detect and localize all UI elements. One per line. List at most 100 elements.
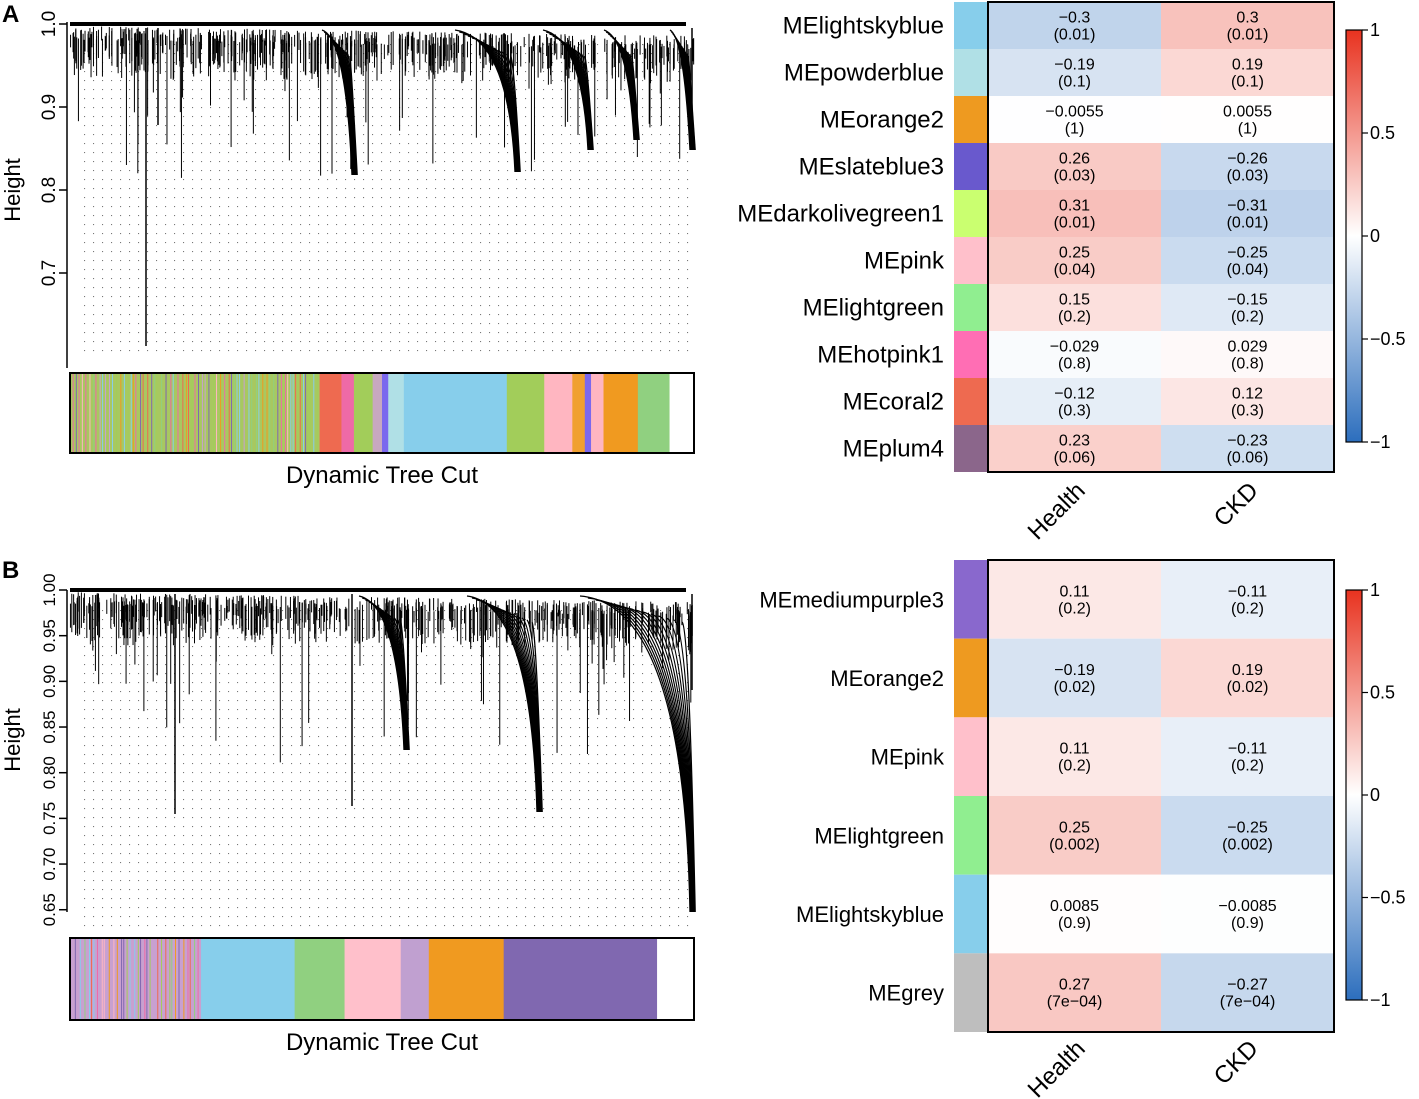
module-swatch	[954, 49, 987, 96]
heatmap-b: MEmediumpurple3 0.11(0.2)−0.11(0.2)MEoran…	[759, 559, 1406, 1099]
cell-value: 0.27	[1059, 977, 1090, 994]
color-bar-border	[69, 372, 695, 454]
heatmap-cell	[988, 874, 1161, 954]
cell-value: −0.27	[1227, 977, 1268, 994]
module-swatch	[954, 638, 987, 718]
panel-label-a: A	[2, 1, 19, 28]
module-color-segment	[372, 373, 383, 453]
cell-value: −0.31	[1227, 198, 1268, 215]
module-swatch	[954, 96, 987, 143]
cell-pvalue: (0.01)	[1227, 215, 1269, 232]
module-swatch	[954, 796, 987, 875]
cell-value: 0.3	[1236, 10, 1258, 27]
heatmap-cell	[1161, 796, 1334, 875]
y-tick-label: 0.65	[40, 893, 59, 926]
legend-tick-label: 0.5	[1370, 123, 1395, 143]
row-label: MEhotpink1	[817, 342, 944, 369]
row-label: MEorange2	[820, 107, 944, 134]
cell-pvalue: (0.002)	[1222, 836, 1273, 853]
cell-value: 0.029	[1227, 339, 1267, 356]
module-color-segment	[353, 373, 374, 453]
cell-value: 0.11	[1060, 583, 1090, 600]
cell-pvalue: (0.01)	[1054, 27, 1096, 44]
cell-pvalue: (0.002)	[1049, 836, 1100, 853]
color-bar-label: Dynamic Tree Cut	[286, 462, 478, 489]
heatmap-cell	[988, 331, 1161, 378]
cell-value: 0.26	[1059, 151, 1090, 168]
module-color-segment	[382, 373, 389, 453]
heatmap-cell	[1161, 237, 1334, 284]
y-tick-label: 0.90	[40, 665, 59, 698]
cell-value: −0.19	[1054, 662, 1095, 679]
y-tick-label: 0.8	[39, 177, 60, 203]
legend-tick-label: −1	[1370, 990, 1391, 1010]
module-swatch	[954, 560, 987, 639]
dotted-guides	[84, 44, 689, 352]
dendrogram-a: 0.7 0.8 0.9 1.0 Height Dynamic Tree Cut	[0, 11, 696, 489]
cell-value: −0.15	[1227, 292, 1268, 309]
legend-tick-label: 1	[1370, 580, 1380, 600]
cell-pvalue: (0.2)	[1058, 600, 1091, 617]
heatmap-border	[987, 1, 1335, 473]
module-color-segment	[400, 938, 430, 1020]
module-swatch	[954, 143, 987, 190]
row-label: MElightskyblue	[783, 13, 944, 40]
heatmap-cell	[988, 96, 1161, 143]
column-label: CKD	[1209, 1035, 1264, 1090]
cell-value: −0.25	[1227, 819, 1268, 836]
module-color-segment	[506, 373, 545, 453]
heatmap-cell	[1161, 284, 1334, 331]
cell-value: 0.25	[1059, 819, 1090, 836]
row-label: MEslateblue3	[799, 154, 944, 181]
module-swatch	[954, 378, 987, 425]
cell-pvalue: (0.04)	[1054, 262, 1096, 279]
y-tick-label: 0.85	[40, 710, 59, 743]
heatmap-cell	[1161, 560, 1334, 639]
heatmap-cell	[988, 2, 1161, 49]
module-swatch	[954, 331, 987, 378]
cell-pvalue: (0.3)	[1058, 403, 1091, 420]
legend-tick-label: 0.5	[1370, 683, 1395, 703]
y-tick-label: 0.95	[40, 619, 59, 652]
heatmap-cell	[988, 560, 1161, 639]
heatmap-cell	[988, 284, 1161, 331]
legend-tick-label: −0.5	[1370, 888, 1406, 908]
row-label: MElightskyblue	[796, 902, 944, 927]
module-swatch	[954, 190, 987, 237]
cell-value: −0.3	[1059, 10, 1091, 27]
cell-pvalue: (0.9)	[1231, 915, 1264, 932]
module-color-segment	[344, 938, 402, 1020]
row-label: MElightgreen	[814, 823, 944, 848]
heatmap-cell	[1161, 874, 1334, 954]
module-swatch	[954, 284, 987, 331]
cell-pvalue: (0.8)	[1058, 356, 1091, 373]
dendrogram-branches	[69, 588, 696, 913]
row-label: MEpink	[864, 248, 945, 275]
y-tick-label: 0.70	[40, 848, 59, 881]
module-color-segment	[319, 373, 342, 453]
heatmap-cell	[988, 49, 1161, 96]
legend-tick-label: 0	[1370, 226, 1380, 246]
cell-pvalue: (0.1)	[1058, 74, 1091, 91]
heatmap-cell	[988, 717, 1161, 796]
cell-pvalue: (0.8)	[1231, 356, 1264, 373]
heatmap-cell	[1161, 49, 1334, 96]
cell-value: 0.12	[1232, 386, 1263, 403]
heatmap-cell	[988, 190, 1161, 237]
row-label: MEmediumpurple3	[759, 587, 944, 612]
heatmap-cell	[1161, 378, 1334, 425]
module-color-segment	[428, 938, 505, 1020]
cell-pvalue: (0.2)	[1231, 309, 1264, 326]
cell-pvalue: (1)	[1238, 121, 1258, 138]
module-color-segment	[544, 373, 573, 453]
module-color-segment	[294, 938, 346, 1020]
row-label: MEplum4	[843, 436, 944, 463]
legend-tick-label: −1	[1370, 432, 1391, 452]
module-swatch	[954, 717, 987, 796]
color-legend-bar	[1345, 29, 1363, 443]
heatmap-cell	[988, 638, 1161, 718]
cell-value: −0.19	[1054, 57, 1095, 74]
y-tick-label: 0.7	[39, 260, 60, 286]
module-color-segment	[603, 373, 639, 453]
color-bar-border	[69, 937, 695, 1021]
